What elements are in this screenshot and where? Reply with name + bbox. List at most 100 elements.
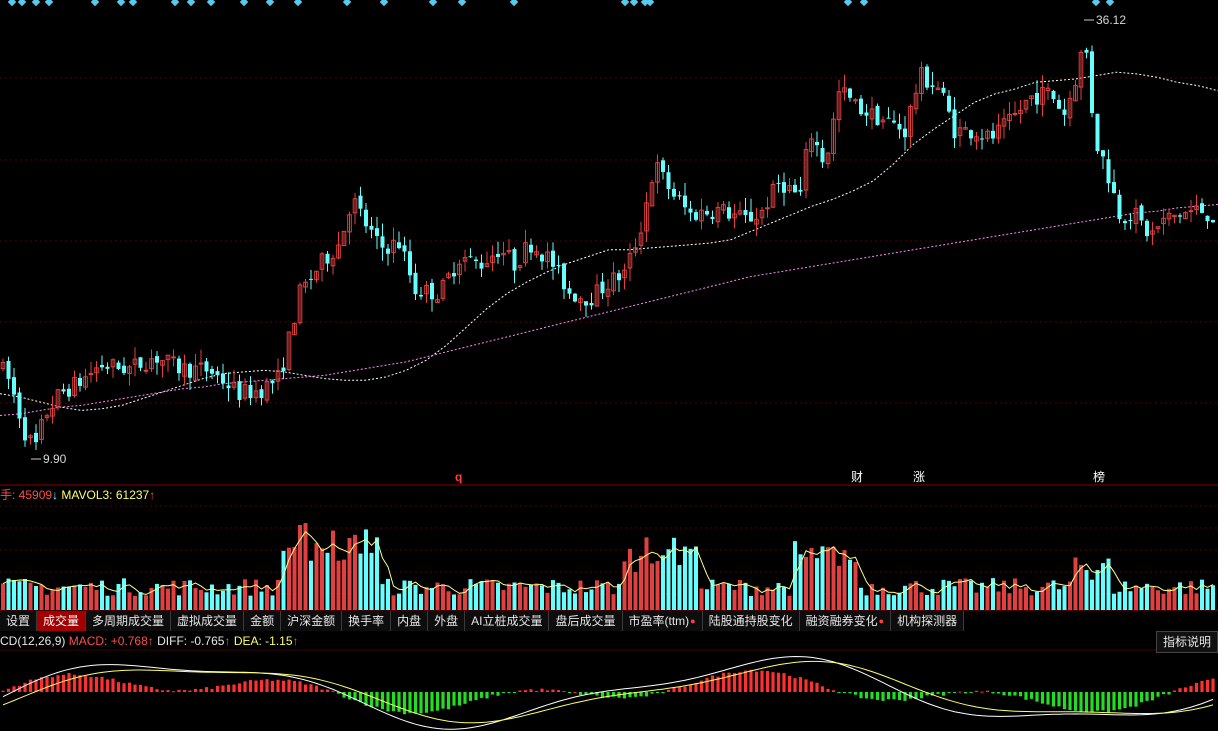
macd-bar xyxy=(237,683,242,692)
tab-14[interactable]: 机构探测器 xyxy=(891,611,965,631)
indicator-help-button[interactable]: 指标说明 xyxy=(1155,631,1218,653)
tab-10[interactable]: 盘后成交量 xyxy=(549,611,623,631)
diff-value: DIFF: -0.765 xyxy=(157,634,225,648)
macd-bar xyxy=(837,692,841,693)
macd-histogram xyxy=(1,655,1215,730)
volume-bar xyxy=(380,584,385,610)
candle-body xyxy=(666,172,671,190)
candle-body xyxy=(94,367,99,374)
tab-13[interactable]: 融资融券变化● xyxy=(799,611,892,631)
tab-5[interactable]: 沪深金额 xyxy=(281,611,343,631)
tab-3[interactable]: 虚拟成交量 xyxy=(171,611,245,631)
volume-bar xyxy=(754,586,759,610)
volume-bar xyxy=(584,592,588,610)
volume-bar xyxy=(1112,593,1116,610)
volume-bar xyxy=(133,595,137,610)
macd-bar xyxy=(309,684,313,692)
candle-body xyxy=(985,130,990,139)
candle-body xyxy=(573,293,577,302)
macd-bar xyxy=(204,687,209,692)
tab-11[interactable]: 市盈率(ttm)● xyxy=(622,611,703,631)
macd-bar xyxy=(1189,685,1193,692)
indicator-tab-bar: 设置 成交量 多周期成交量 虚拟成交量 金额 沪深金额 换手率 内盘 外盘 AI立桩成交量 盘后成交… xyxy=(0,611,1218,631)
volume-bar xyxy=(1040,586,1045,610)
volume-bar xyxy=(298,524,302,610)
volume-bar xyxy=(1068,581,1072,610)
macd-bar xyxy=(116,682,121,692)
volume-bar xyxy=(507,583,511,610)
candle-body xyxy=(352,198,358,214)
candle-body xyxy=(127,366,132,374)
candle-body xyxy=(23,417,27,441)
event-diamond-icon xyxy=(457,0,467,7)
macd-bar xyxy=(699,680,704,692)
volume-bar xyxy=(424,586,429,610)
candle-body xyxy=(969,130,973,139)
macd-bar xyxy=(1139,692,1144,703)
top-event-markers[interactable] xyxy=(7,0,1115,7)
macd-bar xyxy=(688,684,693,692)
macd-bar xyxy=(1156,692,1160,697)
volume-bar xyxy=(639,555,643,610)
volume-bar xyxy=(28,582,33,610)
volume-bar xyxy=(1079,564,1083,610)
candlestick-series[interactable] xyxy=(0,45,1215,450)
tab-label: 融资融券变化 xyxy=(805,614,878,628)
candle-body xyxy=(297,284,303,324)
tab-6[interactable]: 换手率 xyxy=(342,611,392,631)
macd-bar xyxy=(1200,680,1204,692)
macd-bar xyxy=(265,679,269,692)
tab-12[interactable]: 陆股通持股变化 xyxy=(702,611,800,631)
event-markers[interactable]: q 财 涨 榜 xyxy=(455,469,1105,484)
candle-body xyxy=(171,356,176,359)
tab-2[interactable]: 多周期成交量 xyxy=(86,611,172,631)
volume-bar xyxy=(534,583,539,610)
volume-bar xyxy=(221,590,225,610)
macd-bar xyxy=(881,692,885,701)
tab-8[interactable]: 外盘 xyxy=(428,611,466,631)
volume-bar xyxy=(177,595,181,610)
macd-bar xyxy=(122,683,126,692)
macd-bar xyxy=(490,692,495,695)
event-marker-zhang[interactable]: 涨 xyxy=(913,469,925,484)
volume-bar xyxy=(342,559,346,610)
volume-bar xyxy=(270,595,275,610)
macd-bar xyxy=(1211,678,1215,692)
volume-bar xyxy=(94,589,99,610)
volume-bar xyxy=(815,558,819,610)
macd-bar xyxy=(221,685,225,692)
tab-7[interactable]: 内盘 xyxy=(391,611,429,631)
candle-body xyxy=(820,147,825,163)
candle-body xyxy=(506,250,512,253)
tab-9[interactable]: AI立桩成交量 xyxy=(465,611,550,631)
tab-0[interactable]: 设置 xyxy=(0,611,38,631)
candle-body xyxy=(672,188,676,197)
event-diamond-icon xyxy=(116,0,126,7)
volume-bar xyxy=(358,553,363,610)
volume-bar xyxy=(886,594,891,610)
candle-body xyxy=(600,281,605,294)
event-marker-q[interactable]: q xyxy=(455,470,462,484)
macd-bar xyxy=(771,672,775,692)
candle-body xyxy=(55,389,61,408)
macd-bar xyxy=(919,692,924,699)
candle-body xyxy=(809,138,814,153)
event-marker-bang[interactable]: 榜 xyxy=(1093,469,1105,484)
event-marker-cai[interactable]: 财 xyxy=(851,470,863,484)
candle-body xyxy=(435,299,440,304)
macd-bar xyxy=(1117,692,1122,710)
volume-bar xyxy=(853,562,858,610)
candle-body xyxy=(226,385,231,389)
tab-4[interactable]: 金额 xyxy=(244,611,282,631)
macd-bar xyxy=(149,687,154,692)
candle-body xyxy=(177,358,181,374)
volume-bar xyxy=(760,595,764,610)
macd-bar xyxy=(556,690,561,692)
macd-bar xyxy=(721,672,726,692)
tab-1[interactable]: 成交量 xyxy=(37,611,87,631)
volume-bar xyxy=(397,593,401,610)
candle-body xyxy=(611,272,616,292)
macd-bar xyxy=(452,692,456,706)
volume-bar xyxy=(1178,582,1182,610)
